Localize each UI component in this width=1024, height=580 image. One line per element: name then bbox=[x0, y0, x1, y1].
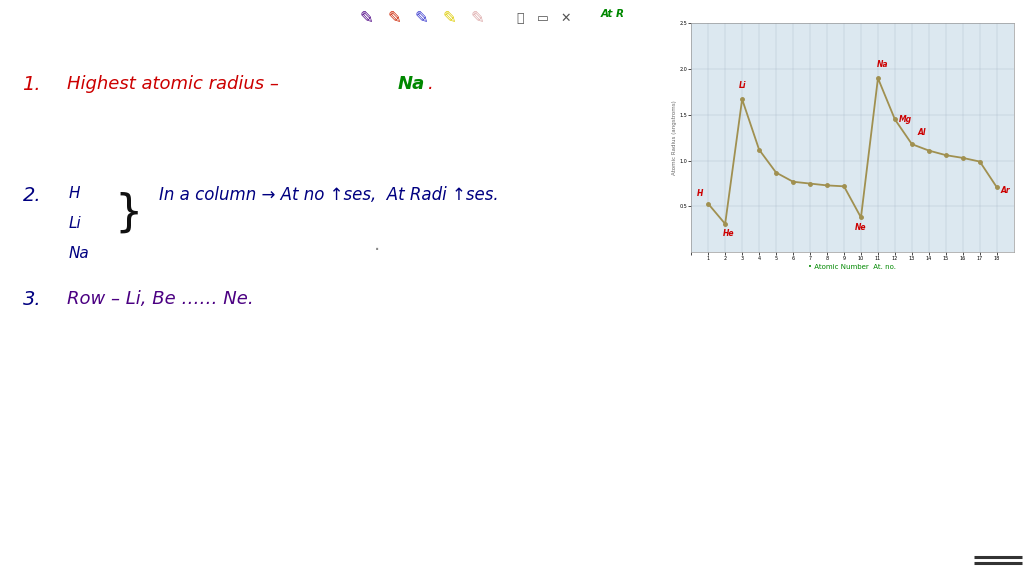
Text: ✎: ✎ bbox=[387, 9, 401, 28]
Text: ✎: ✎ bbox=[470, 9, 484, 28]
Text: He: He bbox=[723, 229, 734, 238]
Text: In a column → At no ↑ses,  At Radi ↑ses.: In a column → At no ↑ses, At Radi ↑ses. bbox=[159, 186, 499, 204]
Y-axis label: Atomic Radius (angstroms): Atomic Radius (angstroms) bbox=[672, 100, 677, 175]
Text: 2.: 2. bbox=[23, 186, 41, 205]
Text: Na: Na bbox=[397, 75, 425, 93]
Text: Mg: Mg bbox=[898, 115, 911, 124]
Text: ✎: ✎ bbox=[415, 9, 429, 28]
Text: Li: Li bbox=[69, 216, 81, 231]
Text: }: } bbox=[115, 192, 143, 235]
Text: 3.: 3. bbox=[23, 290, 41, 309]
Text: Ar: Ar bbox=[1000, 186, 1010, 194]
Text: H: H bbox=[69, 186, 80, 201]
Text: ✎: ✎ bbox=[359, 9, 374, 28]
Text: .: . bbox=[374, 235, 380, 254]
Text: Al: Al bbox=[918, 128, 927, 137]
Text: 1.: 1. bbox=[23, 75, 41, 95]
Text: .: . bbox=[428, 75, 434, 93]
Text: Na: Na bbox=[69, 246, 89, 261]
Text: Row – Li, Be …… Ne.: Row – Li, Be …… Ne. bbox=[67, 290, 253, 308]
Text: H: H bbox=[696, 189, 702, 198]
Text: At R: At R bbox=[601, 9, 625, 19]
Text: ▭: ▭ bbox=[537, 12, 549, 25]
Text: 🔍: 🔍 bbox=[516, 12, 524, 25]
Text: ✕: ✕ bbox=[560, 12, 570, 25]
Text: Li: Li bbox=[738, 81, 745, 90]
Text: Na: Na bbox=[878, 60, 889, 69]
Text: ✎: ✎ bbox=[442, 9, 457, 28]
X-axis label: • Atomic Number  At. no.: • Atomic Number At. no. bbox=[809, 264, 896, 270]
Text: Ne: Ne bbox=[855, 223, 866, 232]
Text: Highest atomic radius –: Highest atomic radius – bbox=[67, 75, 285, 93]
